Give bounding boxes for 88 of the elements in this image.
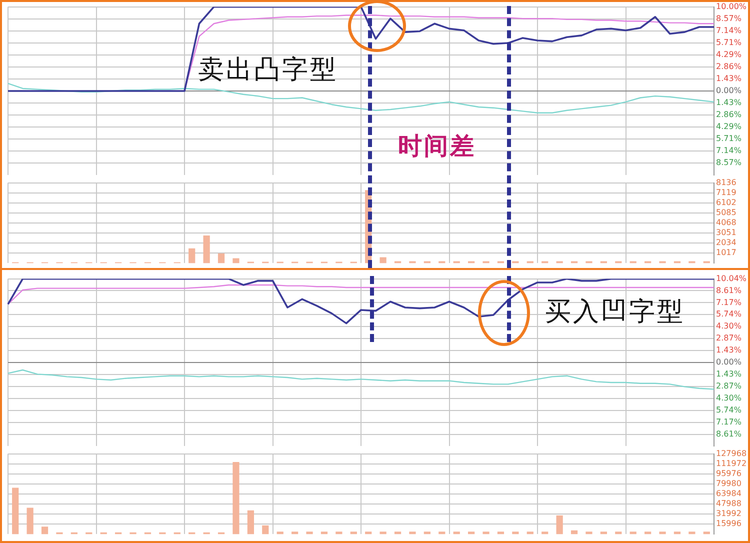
bar [41,526,48,534]
bar [247,510,254,534]
bar [674,532,681,534]
y-tick-label: 2.87% [716,334,742,343]
annotation: 时间差 [398,131,476,162]
y-tick-label: 7119 [716,188,736,197]
y-tick-label: 1.43% [716,346,742,355]
y-tick-label: 3051 [716,228,736,238]
y-tick-label: 2.87% [716,382,742,391]
y-tick-label: 4068 [716,218,736,228]
bar [350,532,357,534]
y-tick-label: 0.00% [716,86,742,96]
y-tick-label: 95976 [716,468,742,478]
y-tick-label: 0.00% [716,358,742,367]
y-tick-label: 1017 [716,248,736,258]
y-tick-label: 8.61% [716,286,742,295]
bar [630,532,636,534]
y-tick-label: 127968 [716,448,747,458]
bar [453,532,460,534]
y-tick-label: 7.17% [716,417,742,426]
bar [644,532,652,534]
bar [659,532,666,534]
bar [306,532,313,534]
bar [438,532,446,534]
annotation: 卖出凸字型 [198,54,338,87]
y-tick-label: 15996 [716,519,742,528]
y-tick-label: 8.61% [716,429,742,438]
bar [600,532,607,534]
y-tick-label: 4.30% [716,393,742,402]
bar [570,530,578,534]
y-tick-label: 47988 [716,499,742,508]
y-tick-label: 111972 [716,458,747,468]
bar [468,532,475,534]
bar [203,236,210,264]
y-tick-label: 8136 [716,178,736,187]
y-tick-label: 5.71% [716,134,742,144]
bar [336,532,342,534]
y-tick-label: 7.14% [716,26,742,35]
bar [26,508,34,534]
y-tick-label: 2.86% [716,110,742,120]
bar [232,258,240,264]
bar [365,532,372,534]
y-tick-label: 8.57% [716,158,742,168]
y-tick-label: 5.74% [716,310,742,319]
bar [424,532,430,534]
y-tick-label: 2034 [716,238,736,248]
y-tick-label: 5.71% [716,38,742,47]
y-tick-label: 10.04% [716,274,747,283]
bar [497,532,504,534]
bar [703,532,710,534]
y-tick-label: 8.57% [716,14,742,23]
bar [482,532,490,534]
bar [409,532,416,534]
y-tick-label: 1.43% [716,74,742,84]
bar [380,257,386,264]
y-tick-label: 7.14% [716,146,742,156]
bar [12,488,19,534]
y-tick-label: 31992 [716,509,742,518]
bar [526,532,534,534]
bar [232,462,240,534]
bar [542,532,548,534]
bar [512,532,519,534]
bar [218,253,225,264]
y-tick-label: 79980 [716,479,742,488]
bar [688,532,696,534]
bar [276,532,284,534]
y-tick-label: 2.86% [716,62,742,71]
bar [380,532,386,534]
bar [292,532,298,534]
y-tick-label: 1.43% [716,370,742,378]
y-tick-label: 6102 [716,198,736,207]
y-tick-label: 1.43% [716,98,742,108]
bar [586,532,592,534]
y-tick-label: 63984 [716,489,742,498]
bar [262,525,269,534]
y-tick-label: 10.00% [716,2,747,11]
y-tick-label: 4.29% [716,50,742,59]
y-tick-label: 4.30% [716,322,742,331]
y-tick-label: 5085 [716,208,736,218]
annotation: 买入凹字型 [545,296,685,329]
y-tick-label: 7.17% [716,298,742,307]
bar [320,532,328,534]
bar [394,532,402,534]
y-tick-label: 4.29% [716,122,742,132]
bar [556,515,563,534]
bar [615,532,622,534]
bar [188,248,196,264]
y-tick-label: 5.74% [716,405,742,414]
